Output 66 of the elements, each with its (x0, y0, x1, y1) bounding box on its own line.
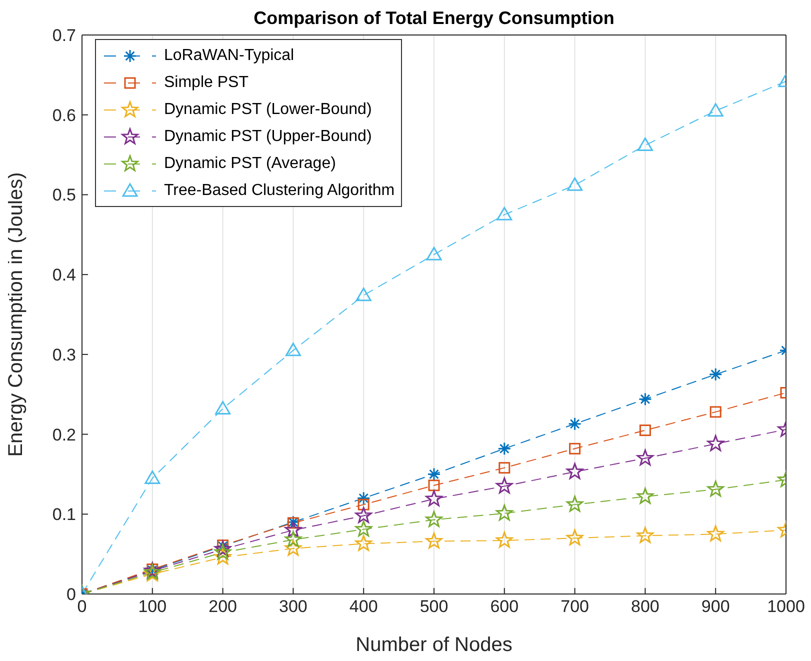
point (214, 544, 232, 560)
x-tick-label: 600 (490, 597, 519, 616)
legend-label: Dynamic PST (Average) (164, 154, 336, 172)
x-tick-label: 300 (279, 597, 308, 616)
point (426, 246, 442, 260)
x-tick-label: 900 (701, 597, 730, 616)
point (426, 510, 442, 527)
point (707, 525, 724, 542)
point (710, 406, 722, 418)
point (285, 342, 301, 356)
point (567, 177, 583, 191)
point (426, 532, 442, 549)
point (636, 449, 654, 466)
point (426, 490, 442, 506)
point (144, 470, 160, 484)
point (707, 480, 724, 497)
point (358, 498, 370, 510)
x-tick-label: 500 (420, 597, 448, 616)
point (569, 442, 581, 454)
point (428, 480, 440, 492)
point (707, 435, 724, 452)
y-tick-label: 0 (66, 585, 76, 604)
point (496, 532, 513, 548)
point (636, 526, 654, 543)
x-tick-label: 700 (560, 597, 589, 616)
point (355, 534, 372, 551)
x-tick-label: 1000 (767, 597, 805, 616)
point (498, 462, 510, 474)
legend-label: LoRaWAN-Typical (164, 46, 294, 64)
point (214, 540, 232, 556)
point (636, 488, 654, 504)
point (496, 504, 513, 521)
x-axis-title: Number of Nodes (356, 634, 512, 656)
x-tick-label: 800 (631, 597, 660, 616)
point (496, 206, 512, 220)
point (566, 529, 584, 546)
point (284, 530, 302, 547)
point (284, 521, 302, 538)
x-tick-label: 400 (349, 597, 378, 616)
x-tick-label: 100 (138, 597, 167, 616)
point (566, 463, 584, 480)
y-tick-label: 0.7 (52, 26, 76, 46)
legend-label: Dynamic PST (Lower-Bound) (164, 100, 372, 118)
y-tick-label: 0.4 (52, 266, 76, 285)
legend-label: Simple PST (164, 74, 248, 92)
point (496, 477, 513, 494)
point (708, 103, 724, 117)
point (284, 540, 302, 556)
y-tick-label: 0.1 (52, 505, 76, 524)
point (355, 506, 372, 523)
legend-label: Dynamic PST (Upper-Bound) (164, 128, 372, 146)
point (355, 520, 372, 537)
y-tick-label: 0.5 (52, 186, 76, 205)
point (637, 137, 653, 151)
y-axis-title: Energy Consumption in (Joules) (5, 172, 28, 457)
y-tick-label: 0.6 (52, 106, 76, 125)
legend-label: Tree-Based Clustering Algorithm (164, 182, 395, 200)
point (215, 400, 231, 414)
point (214, 548, 232, 564)
x-tick-label: 200 (208, 597, 237, 616)
y-tick-label: 0.3 (52, 345, 76, 364)
y-tick-label: 0.2 (52, 425, 76, 444)
point (639, 424, 651, 436)
point (566, 496, 584, 512)
point (356, 288, 372, 302)
chart-title: Comparison of Total Energy Consumption (252, 8, 616, 29)
